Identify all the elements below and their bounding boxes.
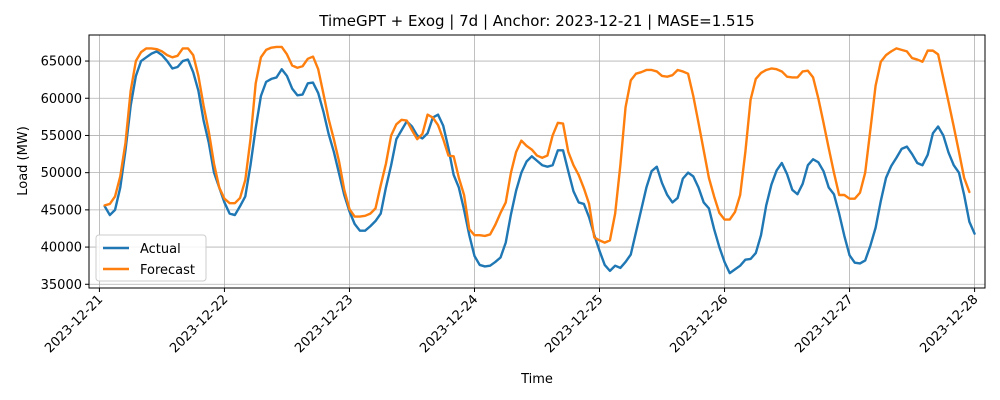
legend-label: Forecast — [140, 263, 195, 278]
series-layer — [103, 45, 976, 275]
legend-label: Actual — [140, 242, 181, 257]
x-axis-label: Time — [520, 372, 553, 387]
y-tick-label: 35000 — [41, 278, 82, 293]
y-tick-label: 45000 — [41, 203, 82, 218]
y-tick-label: 50000 — [41, 166, 82, 181]
chart-title: TimeGPT + Exog | 7d | Anchor: 2023-12-21… — [318, 12, 754, 30]
y-tick-label: 65000 — [41, 55, 82, 70]
series-line-forecast — [103, 45, 971, 244]
series-line-actual — [103, 50, 976, 275]
y-tick-label: 40000 — [41, 241, 82, 256]
y-tick-label: 60000 — [41, 92, 82, 107]
y-tick-label: 55000 — [41, 129, 82, 144]
legend: Actual Forecast — [95, 234, 207, 282]
y-axis-label: Load (MW) — [16, 126, 31, 196]
plot-frame — [88, 34, 986, 289]
